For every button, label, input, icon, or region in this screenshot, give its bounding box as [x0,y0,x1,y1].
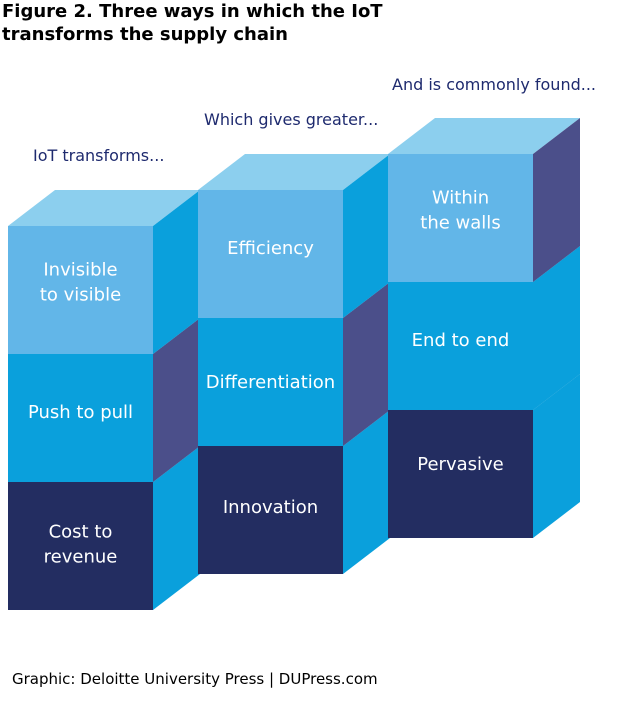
cube-label: revenue [44,547,118,568]
column-heading-commonly-found: And is commonly found... [392,75,596,94]
cube-front-face [198,446,343,574]
cube-side-face [153,190,200,354]
cube-efficiency: Efficiency [198,154,390,318]
cube-side-face [343,410,390,574]
cube-side-face [533,246,580,410]
figure-title-line-2: transforms the supply chain [2,24,288,45]
figure-title-line-1: Figure 2. Three ways in which the IoT [2,1,383,22]
cube-side-face [343,282,390,446]
cube-within-the-walls: Within the walls [388,118,580,282]
cube-top-face [8,190,200,226]
cube-label: Differentiation [206,372,335,393]
cube-label: End to end [412,330,510,351]
cube-label: Efficiency [227,238,314,259]
cube-label: Within [432,188,489,209]
cube-front-face [8,226,153,354]
cube-front-face [388,410,533,538]
cube-side-face [153,446,200,610]
column-heading-iot-transforms: IoT transforms... [33,146,165,165]
cube-front-face [198,190,343,318]
cube-label: Pervasive [417,454,503,475]
cube-front-face [8,482,153,610]
cube-label: Cost to [49,522,113,543]
cube-front-face [388,282,533,410]
cube-label: the walls [420,213,500,234]
cube-label: to visible [40,285,121,306]
cube-front-face [388,154,533,282]
cube-invisible-to-visible: Invisible to visible [8,190,200,354]
cube-side-face [343,154,390,318]
cube-top-face [388,118,580,154]
cube-side-face [153,318,200,482]
figure-title: Figure 2. Three ways in which the IoT tr… [2,0,562,46]
cube-label: Innovation [223,497,318,518]
cube-label: Push to pull [28,402,133,423]
cube-front-face [198,318,343,446]
cube-side-face [533,118,580,282]
cube-top-face [198,154,390,190]
cube-label: Invisible [43,260,117,281]
column-heading-which-gives-greater: Which gives greater... [204,110,379,129]
cube-front-face [8,354,153,482]
source-credit: Graphic: Deloitte University Press | DUP… [12,670,378,688]
cube-side-face [533,374,580,538]
